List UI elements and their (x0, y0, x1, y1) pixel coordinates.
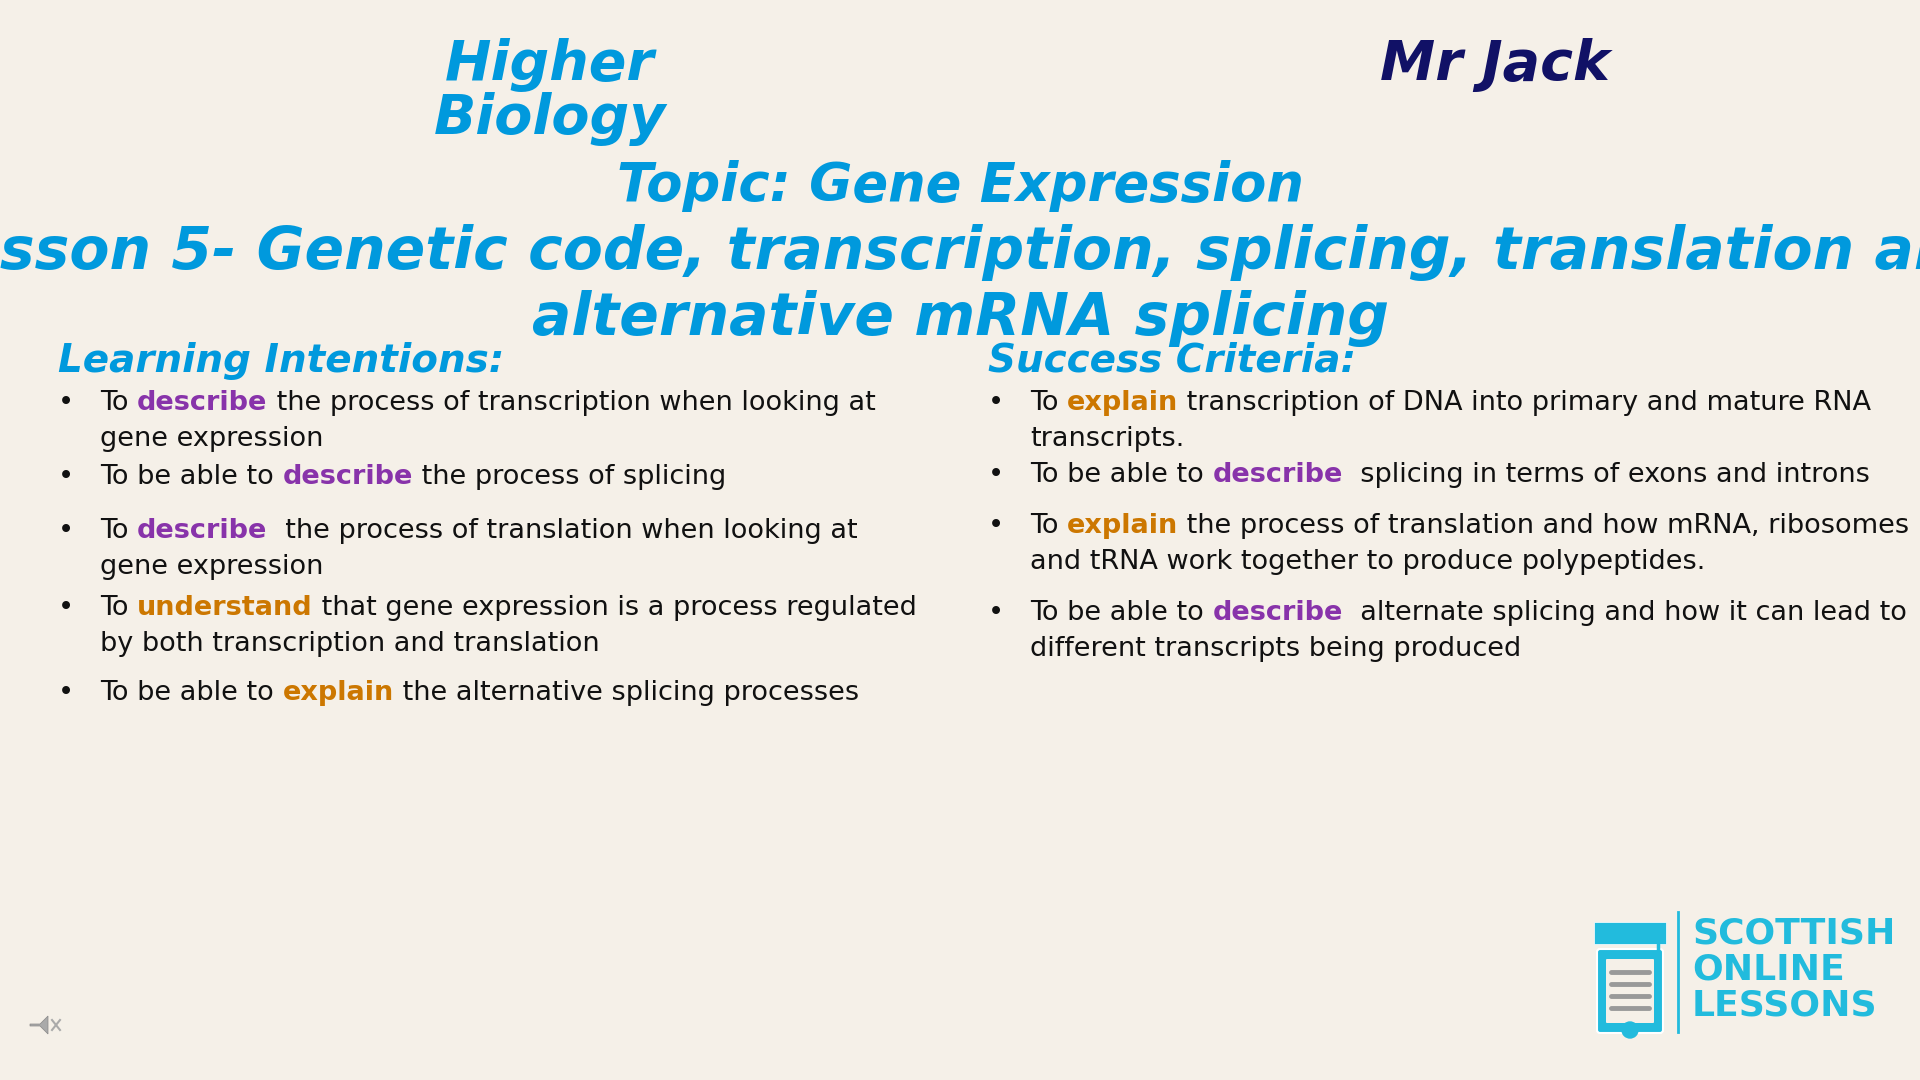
Text: the process of splicing: the process of splicing (413, 464, 726, 490)
Text: transcription of DNA into primary and mature RNA: transcription of DNA into primary and ma… (1179, 390, 1872, 416)
Text: describe: describe (1212, 462, 1342, 488)
Text: To: To (100, 518, 136, 544)
Text: the alternative splicing processes: the alternative splicing processes (394, 680, 858, 706)
Text: splicing in terms of exons and introns: splicing in terms of exons and introns (1342, 462, 1870, 488)
Text: SCOTTISH: SCOTTISH (1692, 917, 1895, 951)
Text: Mr Jack: Mr Jack (1380, 38, 1609, 92)
Text: alternative mRNA splicing: alternative mRNA splicing (532, 291, 1388, 347)
Text: To: To (100, 595, 136, 621)
Text: understand: understand (136, 595, 313, 621)
Text: and tRNA work together to produce polypeptides.: and tRNA work together to produce polype… (1029, 549, 1705, 575)
Text: Biology: Biology (434, 92, 666, 146)
Text: the process of translation when looking at: the process of translation when looking … (267, 518, 856, 544)
Text: gene expression: gene expression (100, 554, 323, 580)
Text: explain: explain (1068, 390, 1179, 416)
Text: To be able to: To be able to (100, 680, 282, 706)
Text: Topic: Gene Expression: Topic: Gene Expression (616, 160, 1304, 212)
Text: explain: explain (1068, 513, 1179, 539)
Text: by both transcription and translation: by both transcription and translation (100, 631, 599, 657)
Circle shape (1622, 1022, 1638, 1038)
Text: the process of transcription when looking at: the process of transcription when lookin… (267, 390, 876, 416)
Text: To be able to: To be able to (100, 464, 282, 490)
Text: gene expression: gene expression (100, 426, 323, 453)
Text: •: • (989, 462, 1004, 488)
Text: LESSONS: LESSONS (1692, 989, 1878, 1023)
Text: different transcripts being produced: different transcripts being produced (1029, 636, 1521, 662)
Text: To be able to: To be able to (1029, 462, 1212, 488)
Text: describe: describe (136, 390, 267, 416)
Text: To be able to: To be able to (1029, 600, 1212, 626)
Text: transcripts.: transcripts. (1029, 426, 1185, 453)
Text: describe: describe (136, 518, 267, 544)
Text: To: To (1029, 390, 1068, 416)
Text: alternate splicing and how it can lead to: alternate splicing and how it can lead t… (1342, 600, 1907, 626)
Text: To: To (100, 390, 136, 416)
Text: ONLINE: ONLINE (1692, 953, 1845, 987)
Text: •: • (989, 513, 1004, 539)
Text: Success Criteria:: Success Criteria: (989, 342, 1356, 380)
Text: •: • (989, 390, 1004, 416)
Polygon shape (31, 1016, 48, 1034)
Text: •: • (58, 464, 75, 490)
Text: explain: explain (282, 680, 394, 706)
Text: the process of translation and how mRNA, ribosomes: the process of translation and how mRNA,… (1179, 513, 1910, 539)
Text: •: • (989, 600, 1004, 626)
FancyBboxPatch shape (1594, 922, 1667, 944)
Text: Lesson 5- Genetic code, transcription, splicing, translation and: Lesson 5- Genetic code, transcription, s… (0, 224, 1920, 281)
Text: Higher: Higher (445, 38, 655, 92)
Text: •: • (58, 595, 75, 621)
Text: •: • (58, 680, 75, 706)
Text: •: • (58, 390, 75, 416)
Text: Learning Intentions:: Learning Intentions: (58, 342, 505, 380)
FancyBboxPatch shape (1605, 959, 1653, 1023)
Text: describe: describe (282, 464, 413, 490)
FancyBboxPatch shape (1597, 949, 1663, 1032)
Text: describe: describe (1212, 600, 1342, 626)
Text: •: • (58, 518, 75, 544)
Text: To: To (1029, 513, 1068, 539)
Text: that gene expression is a process regulated: that gene expression is a process regula… (313, 595, 916, 621)
